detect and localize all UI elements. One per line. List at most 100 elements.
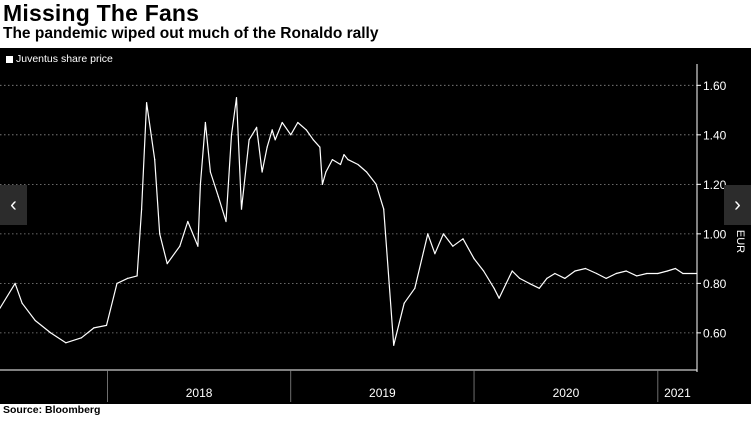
data-point — [657, 272, 659, 275]
x-tick-label: 2019 — [369, 386, 396, 400]
data-point — [204, 121, 206, 124]
data-point — [248, 139, 250, 141]
y-tick-label: 0.60 — [703, 326, 727, 340]
data-point — [442, 233, 444, 235]
chevron-left-icon: ‹ — [10, 193, 17, 216]
data-point — [105, 324, 108, 326]
data-point — [696, 272, 698, 275]
data-point — [636, 275, 638, 277]
data-point — [357, 163, 359, 166]
data-point — [574, 270, 576, 272]
data-point — [312, 139, 314, 141]
y-axis-label: EUR — [734, 230, 746, 253]
x-tick-label: 2021 — [664, 386, 691, 400]
data-point — [21, 302, 23, 304]
data-point — [50, 332, 52, 334]
y-tick-label: 1.40 — [703, 128, 727, 142]
data-point — [666, 270, 669, 272]
data-point — [187, 220, 189, 223]
data-point — [403, 302, 405, 304]
data-point — [434, 253, 436, 255]
y-tick-label: 0.80 — [703, 277, 727, 291]
data-point — [126, 277, 129, 279]
y-tick-label: 1.60 — [703, 79, 727, 93]
data-point — [493, 287, 495, 289]
data-point — [14, 282, 16, 284]
data-point — [584, 267, 587, 270]
x-tick-label: 2018 — [186, 386, 213, 400]
data-point — [519, 277, 521, 279]
data-point — [339, 163, 342, 166]
data-point — [266, 146, 268, 148]
data-point — [605, 277, 607, 279]
data-point — [427, 233, 429, 235]
data-point — [225, 220, 227, 223]
data-point — [65, 342, 67, 344]
chart-title: Missing The Fans — [3, 0, 200, 26]
data-point — [375, 183, 377, 185]
data-point — [554, 272, 556, 275]
data-point — [682, 272, 684, 275]
data-point — [498, 297, 500, 299]
chart-plot: 0.60 0.80 1.00 1.20 1.40 1.60 EUR 2018 2019 2020 2… — [0, 64, 746, 402]
data-point — [625, 270, 627, 272]
data-point — [546, 277, 548, 279]
data-point — [209, 171, 211, 173]
data-point — [235, 97, 238, 99]
data-point — [217, 196, 219, 198]
chevron-right-icon: › — [734, 193, 741, 216]
legend-swatch — [6, 55, 13, 63]
chart-legend: Juventus share price — [6, 53, 113, 65]
data-point — [0, 307, 1, 309]
data-point — [197, 245, 199, 247]
chart-subtitle: The pandemic wiped out much of the Ronal… — [3, 25, 379, 42]
data-point — [462, 238, 464, 240]
data-point — [615, 272, 617, 275]
data-point — [261, 171, 263, 173]
data-point — [199, 183, 201, 185]
next-arrow-button[interactable]: › — [724, 185, 751, 225]
data-point — [414, 287, 416, 289]
data-point — [179, 245, 181, 247]
data-point — [240, 208, 243, 210]
data-point — [596, 272, 598, 275]
data-point — [564, 277, 566, 279]
y-tick-label: 1.20 — [703, 178, 727, 192]
data-point — [281, 121, 283, 124]
legend-label: Juventus share price — [16, 53, 113, 65]
data-point — [674, 267, 677, 270]
data-point — [538, 287, 540, 289]
source-note: Source: Bloomberg — [3, 404, 101, 416]
previous-arrow-button[interactable]: ‹ — [0, 185, 27, 225]
data-point — [230, 134, 233, 136]
data-point — [141, 208, 143, 210]
data-point — [325, 171, 327, 173]
data-point — [321, 183, 323, 185]
data-point — [319, 146, 321, 148]
data-point — [274, 139, 276, 141]
data-point — [116, 282, 118, 284]
data-point — [511, 270, 513, 272]
data-point — [154, 159, 156, 161]
data-point — [146, 102, 148, 104]
data-point — [80, 337, 82, 339]
data-point — [93, 327, 95, 329]
data-point — [691, 272, 693, 275]
data-point — [505, 282, 507, 284]
data-point — [136, 275, 138, 277]
series-line — [0, 97, 697, 346]
data-point — [256, 126, 258, 128]
data-point — [452, 245, 454, 247]
data-point — [166, 263, 168, 265]
data-point — [473, 258, 475, 260]
data-point — [483, 270, 485, 272]
data-point — [393, 344, 395, 346]
data-point — [646, 272, 648, 275]
data-point — [366, 171, 368, 173]
data-point — [383, 208, 385, 210]
x-tick-label: 2020 — [553, 386, 580, 400]
data-point — [159, 233, 161, 235]
data-point — [528, 282, 530, 284]
data-point — [297, 121, 299, 124]
chart-panel: 0.60 0.80 1.00 1.20 1.40 1.60 EUR 2018 2019 2020 2… — [0, 48, 751, 404]
